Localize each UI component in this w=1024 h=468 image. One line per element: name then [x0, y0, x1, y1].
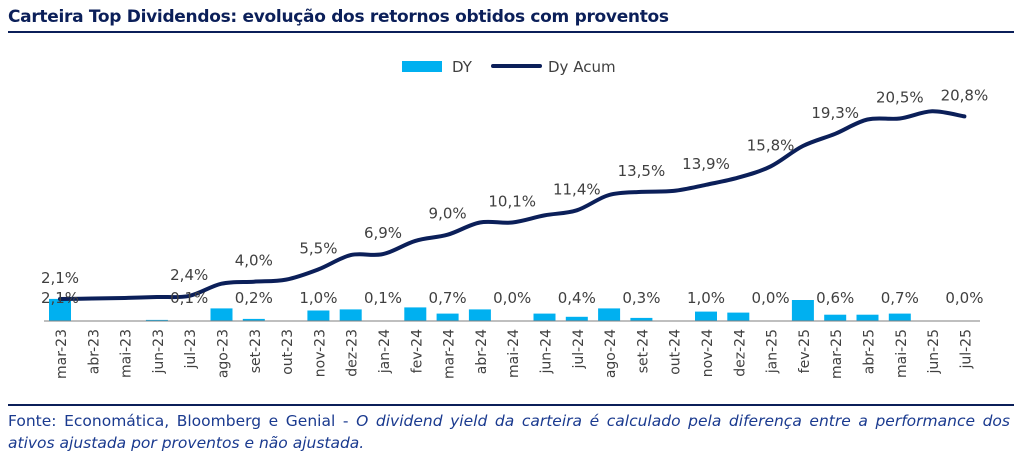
dy-bar-abr-25: [856, 314, 879, 321]
x-tick-label: jun-23: [151, 329, 167, 375]
dy-data-label: 0,1%: [170, 289, 208, 307]
dy-bar-dez-24: [727, 312, 750, 321]
x-tick-label: ago-23: [216, 329, 232, 378]
x-tick-label: jan-24: [377, 329, 393, 374]
x-tick-label: fev-24: [409, 329, 425, 373]
dy-acum-data-label: 19,3%: [811, 104, 859, 122]
x-tick-label: ago-24: [603, 329, 619, 378]
data-labels: 2,1% 2,4% 4,0% 5,5% 6,9% 9,0% 10,1% 11,4% 13,5% 1…: [41, 86, 988, 307]
dy-bar-jun-24: [533, 313, 556, 321]
x-tick-label: mai-23: [119, 329, 135, 378]
x-tick-label: abr-25: [862, 329, 878, 374]
dy-bar-set-23: [242, 318, 265, 321]
dy-acum-line: [58, 109, 967, 301]
chart-title: Carteira Top Dividendos: evolução dos re…: [8, 7, 669, 27]
dy-bar-mar-23: [49, 298, 71, 321]
dy-acum-data-label: 2,4%: [170, 266, 208, 284]
dy-bar-mar-24: [436, 313, 459, 321]
dy-bar-set-24: [630, 317, 653, 321]
x-tick-label: mar-23: [54, 329, 70, 379]
footer-divider: [8, 404, 1014, 406]
dy-acum-data-label: 10,1%: [488, 193, 536, 211]
dy-data-label: 0,6%: [816, 289, 854, 307]
dy-bar-mar-25: [824, 314, 847, 321]
dy-bar-nov-23: [307, 310, 330, 321]
x-tick-label: abr-24: [474, 329, 490, 374]
x-tick-label: nov-23: [312, 329, 328, 377]
dy-bar-jun-23: [145, 319, 168, 321]
source-note: Fonte: Economática, Bloomberg e Genial -…: [8, 410, 1010, 454]
dy-acum-data-label: 11,4%: [553, 180, 601, 198]
dy-acum-data-label: 20,8%: [941, 86, 989, 104]
x-tick-label: mar-25: [829, 329, 845, 379]
dy-acum-data-label: 13,5%: [618, 162, 666, 180]
x-tick-label: jun-25: [926, 329, 942, 375]
dy-bar-abr-24: [468, 309, 491, 321]
dy-bars: [49, 298, 911, 322]
dy-acum-data-label: 5,5%: [299, 239, 337, 257]
dy-bar-ago-24: [598, 308, 621, 321]
dy-acum-series-line: [58, 109, 967, 301]
x-tick-label: set-23: [248, 329, 264, 373]
dy-data-label: 0,0%: [493, 289, 531, 307]
legend-swatch-dy: [402, 61, 442, 72]
legend-label-dy-acum: Dy Acum: [548, 58, 616, 76]
source-italic-note: O dividend yield da carteira é calculado…: [8, 412, 1010, 452]
dy-bar-nov-24: [695, 311, 717, 322]
dividend-chart: DY Dy Acum 2,1% 2,4% 4,0% 5,5% 6,9% 9,0% 10,1%…: [41, 58, 988, 379]
dy-data-label: 0,2%: [235, 289, 273, 307]
dy-acum-data-label: 20,5%: [876, 89, 924, 107]
dy-bar-fev-24: [404, 307, 427, 322]
dy-data-label: 1,0%: [299, 289, 337, 307]
dy-data-label: 0,0%: [945, 289, 983, 307]
title-divider: [8, 31, 1014, 33]
dy-bar-ago-23: [210, 308, 233, 321]
x-axis: mar-23 abr-23 mai-23 jun-23 jul-23 ago-23 set-…: [44, 320, 980, 379]
x-tick-label: out-23: [280, 329, 296, 375]
dy-acum-data-label: 9,0%: [429, 205, 467, 223]
x-tick-label: mar-24: [442, 329, 458, 379]
dy-data-label: 0,0%: [752, 289, 790, 307]
source-prefix: Fonte: Economática, Bloomberg e Genial -: [8, 412, 357, 430]
x-tick-label: mai-25: [894, 329, 910, 378]
legend-label-dy: DY: [452, 58, 473, 76]
x-tick-label: jul-24: [571, 329, 587, 370]
dy-data-label: 0,4%: [558, 289, 596, 307]
dy-bar-fev-25: [791, 300, 814, 321]
dy-data-label: 1,0%: [687, 289, 725, 307]
dy-acum-data-label: 6,9%: [364, 224, 402, 242]
dy-acum-data-label: 13,9%: [682, 155, 730, 173]
dy-bar-mai-25: [888, 313, 911, 321]
x-tick-label: fev-25: [797, 329, 813, 373]
x-tick-label: nov-24: [700, 329, 716, 377]
chart-legend: DY Dy Acum: [402, 58, 616, 76]
x-tick-label: set-24: [635, 329, 651, 373]
dy-bar-jul-24: [565, 316, 588, 321]
dy-bar-dez-23: [339, 309, 362, 321]
dy-acum-data-label: 4,0%: [235, 252, 273, 270]
x-tick-label: abr-23: [86, 329, 102, 374]
x-tick-label: jun-24: [539, 329, 555, 375]
x-tick-label: dez-23: [345, 329, 361, 377]
x-tick-label: jul-25: [958, 329, 974, 370]
dy-acum-data-label: 15,8%: [747, 136, 795, 154]
dy-data-label: 0,7%: [881, 289, 919, 307]
dy-data-label: 0,7%: [429, 289, 467, 307]
dy-data-label: 0,3%: [622, 289, 660, 307]
x-tick-label: dez-24: [732, 329, 748, 377]
dy-data-label: 2,1%: [41, 289, 79, 307]
x-tick-label: mai-24: [506, 329, 522, 378]
dy-acum-data-label: 2,1%: [41, 269, 79, 287]
x-tick-label: jul-23: [183, 329, 199, 370]
x-tick-label: out-24: [668, 329, 684, 375]
dy-data-label: 0,1%: [364, 289, 402, 307]
x-tick-label: jan-25: [765, 329, 781, 374]
